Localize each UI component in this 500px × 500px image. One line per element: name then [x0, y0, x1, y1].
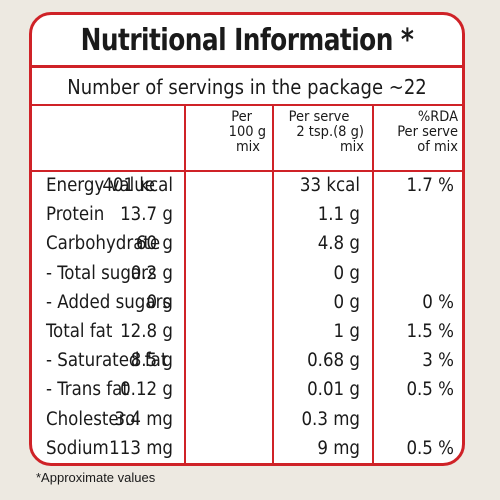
- per-serve-value: 33 kcal: [299, 175, 360, 196]
- rda-value: 0.5 %: [406, 437, 454, 459]
- per-100g-value: 12.8 g: [120, 321, 173, 342]
- column-header-rda: %RDA Per serve of mix: [397, 109, 458, 155]
- nutrient-row: Sodium 113 mg 9 mg 0.5 %: [32, 434, 462, 463]
- servings-line: Number of servings in the package ~22: [67, 75, 427, 99]
- header-divider: [32, 170, 462, 172]
- nutrient-label: Sodium: [46, 437, 109, 459]
- rda-value: 3 %: [422, 350, 454, 372]
- column-header-per-100g: Per 100 g mix: [228, 109, 266, 155]
- per-100g-value: 0.2 g: [130, 262, 173, 284]
- rda-value: 0 %: [422, 291, 454, 313]
- nutrient-row: - Trans fat 0.12 g 0.01 g 0.5 %: [32, 375, 462, 404]
- column-divider-2: [272, 106, 274, 463]
- per-100g-value: 13.7 g: [120, 204, 173, 226]
- nutrient-label: - Saturated fat: [46, 350, 168, 372]
- per-serve-value: 0 g: [333, 291, 360, 313]
- per-serve-value: 0.3 mg: [301, 408, 360, 430]
- per-serve-value: 1 g: [333, 321, 360, 342]
- per-100g-value: 8.5 g: [130, 350, 173, 372]
- title-divider: [32, 65, 462, 68]
- nutrient-row: Cholesterol 3.4 mg 0.3 mg: [32, 405, 462, 434]
- nutrient-label: - Added sugars: [46, 291, 172, 313]
- per-100g-value: 0 g: [146, 291, 173, 313]
- rda-value: 0.5 %: [406, 379, 454, 401]
- footnote: *Approximate values: [36, 470, 156, 485]
- per-serve-value: 0 g: [333, 262, 360, 284]
- nutrient-row: - Saturated fat 8.5 g 0.68 g 3 %: [32, 346, 462, 375]
- per-100g-value: 0.12 g: [120, 379, 173, 401]
- per-serve-value: 0.01 g: [307, 379, 360, 401]
- per-100g-value: 3.4 mg: [114, 408, 173, 430]
- nutrient-row: Energy value 401 kcal 33 kcal 1.7 %: [32, 171, 462, 200]
- per-serve-value: 1.1 g: [317, 204, 360, 226]
- per-100g-value: 113 mg: [109, 437, 173, 459]
- nutrient-label: Carbohydrate: [46, 233, 161, 255]
- nutrient-row: Total fat 12.8 g 1 g 1.5 %: [32, 317, 462, 346]
- per-100g-value: 401 kcal: [102, 175, 173, 196]
- nutrient-row: Protein 13.7 g 1.1 g: [32, 200, 462, 229]
- column-header-per-serve: Per serve 2 tsp.(8 g) mix: [288, 109, 364, 155]
- per-serve-value: 9 mg: [317, 437, 360, 459]
- per-100g-value: 60 g: [135, 233, 173, 255]
- nutrient-row: - Total sugars 0.2 g 0 g: [32, 259, 462, 288]
- nutrient-label: Total fat: [46, 321, 113, 342]
- per-serve-value: 4.8 g: [317, 233, 360, 255]
- servings-divider: [32, 104, 462, 106]
- nutrient-label: - Total sugars: [46, 262, 157, 284]
- nutrient-row: Carbohydrate 60 g 4.8 g: [32, 229, 462, 258]
- nutrient-label: - Trans fat: [46, 379, 129, 401]
- nutrition-panel: Nutritional Information * Number of serv…: [29, 12, 465, 466]
- panel-title: Nutritional Information *: [80, 23, 414, 58]
- nutrient-label: Cholesterol: [46, 408, 140, 430]
- nutrient-label: Energy value: [46, 175, 155, 196]
- nutrient-label: Protein: [46, 204, 105, 226]
- rda-value: 1.7 %: [406, 175, 454, 196]
- column-divider-1: [184, 106, 186, 463]
- per-serve-value: 0.68 g: [307, 350, 360, 372]
- column-divider-3: [372, 106, 374, 463]
- rda-value: 1.5 %: [406, 321, 454, 342]
